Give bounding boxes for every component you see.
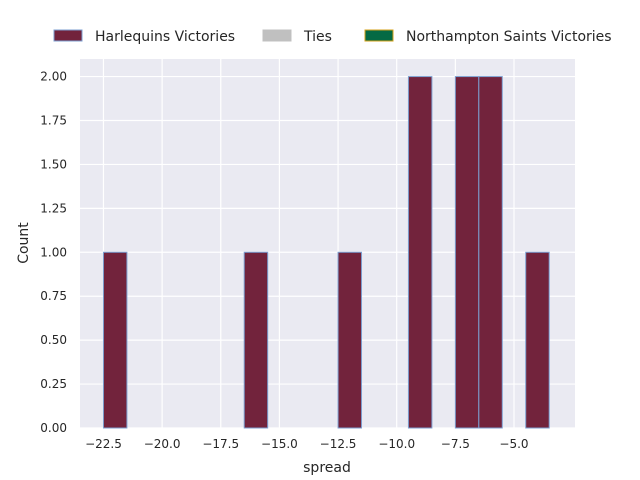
bars-group — [102, 76, 550, 429]
y-tick-label: 0.50 — [40, 333, 67, 347]
x-tick-labels: −22.5 −20.0 −17.5 −15.0 −12.5 −10.0 −7.5 −5.0 — [85, 437, 529, 451]
histogram-bar — [478, 76, 503, 429]
x-tick-label: −15.0 — [261, 437, 298, 451]
x-tick-label: −17.5 — [202, 437, 239, 451]
y-tick-label: 2.00 — [40, 70, 67, 84]
x-tick-label: −22.5 — [85, 437, 122, 451]
legend-label-ties: Ties — [303, 29, 332, 45]
histogram-bar — [102, 251, 128, 429]
legend-label-northampton: Northampton Saints Victories — [406, 29, 612, 45]
x-tick-label: −20.0 — [144, 437, 181, 451]
histogram-bar — [407, 76, 433, 429]
x-tick-label: −7.5 — [441, 437, 470, 451]
y-tick-labels: 0.00 0.25 0.50 0.75 1.00 1.25 1.50 1.75 2.00 — [40, 70, 67, 435]
y-tick-label: 0.25 — [40, 377, 67, 391]
legend-swatch-ties — [262, 29, 292, 42]
y-tick-label: 1.75 — [40, 114, 67, 128]
x-tick-label: −12.5 — [320, 437, 357, 451]
y-tick-label: 1.00 — [40, 245, 67, 259]
legend-swatch-northampton — [364, 29, 394, 42]
histogram-bar — [525, 251, 550, 429]
y-tick-label: 0.75 — [40, 289, 67, 303]
x-tick-label: −10.0 — [378, 437, 415, 451]
y-tick-label: 0.00 — [40, 421, 67, 435]
x-axis-label: spread — [303, 460, 351, 476]
histogram-bar — [243, 251, 269, 429]
legend-label-harlequins: Harlequins Victories — [95, 29, 235, 45]
y-tick-label: 1.50 — [40, 157, 67, 171]
histogram-bar — [454, 76, 480, 429]
legend: Harlequins Victories Ties Northampton Sa… — [53, 29, 612, 45]
legend-swatch-harlequins — [53, 29, 83, 42]
y-tick-label: 1.25 — [40, 201, 67, 215]
y-axis-label: Count — [16, 222, 32, 264]
histogram-bar — [337, 251, 363, 429]
x-tick-label: −5.0 — [499, 437, 528, 451]
